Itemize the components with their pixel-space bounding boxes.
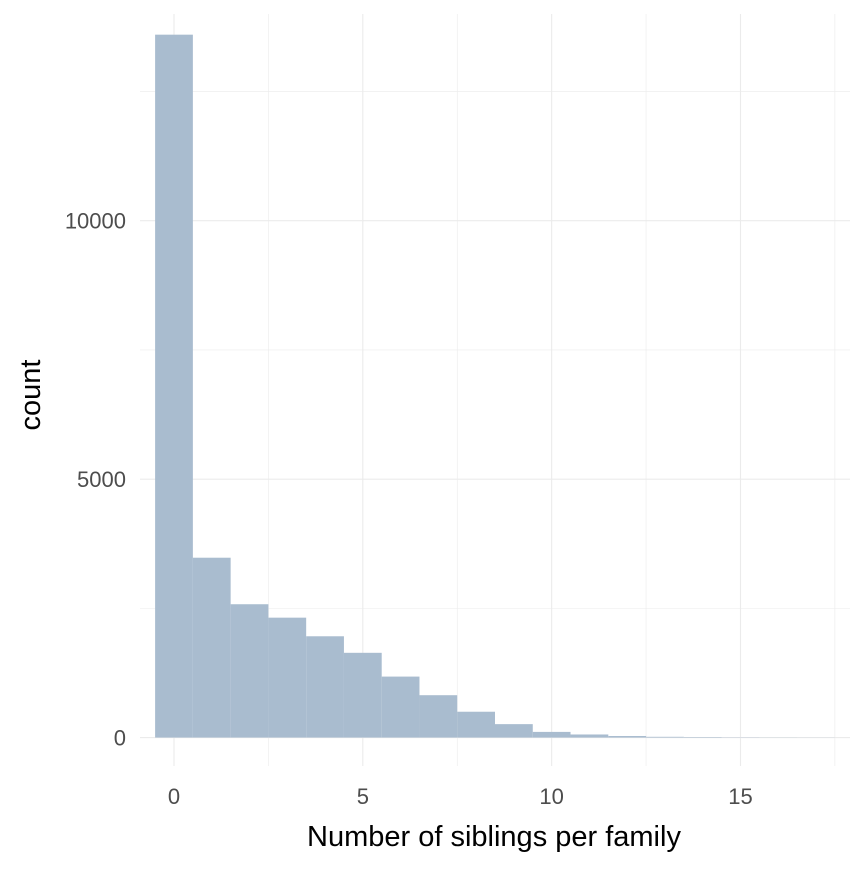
histogram-bar-0 bbox=[155, 35, 193, 738]
x-axis-title: Number of siblings per family bbox=[307, 821, 681, 853]
histogram-bar-14 bbox=[684, 737, 722, 738]
histogram-bar-11 bbox=[571, 734, 609, 737]
histogram-bar-1 bbox=[193, 558, 231, 738]
histogram-bar-13 bbox=[646, 737, 684, 738]
histogram-bar-12 bbox=[608, 736, 646, 738]
x-tick-label-0: 0 bbox=[168, 784, 180, 809]
histogram-bar-7 bbox=[419, 695, 457, 737]
x-tick-label-5: 5 bbox=[357, 784, 369, 809]
histogram-bar-3 bbox=[268, 618, 306, 738]
histogram-bar-5 bbox=[344, 653, 382, 738]
x-tick-label-15: 15 bbox=[728, 784, 752, 809]
histogram-bars bbox=[155, 35, 835, 738]
histogram-bar-4 bbox=[306, 636, 344, 737]
y-tick-label-10000: 10000 bbox=[65, 209, 126, 234]
histogram-bar-8 bbox=[457, 712, 495, 738]
y-axis-title: count bbox=[15, 360, 47, 431]
y-tick-label-5000: 5000 bbox=[77, 467, 126, 492]
y-tick-label-0: 0 bbox=[114, 726, 126, 751]
histogram-bar-2 bbox=[231, 604, 269, 737]
x-axis-tick-labels: 0 5 10 15 bbox=[168, 784, 753, 809]
histogram-bar-9 bbox=[495, 724, 533, 737]
histogram-bar-6 bbox=[382, 677, 420, 738]
y-axis-tick-labels: 0 5000 10000 bbox=[65, 209, 126, 751]
x-tick-label-10: 10 bbox=[539, 784, 563, 809]
histogram-bar-10 bbox=[533, 732, 571, 738]
